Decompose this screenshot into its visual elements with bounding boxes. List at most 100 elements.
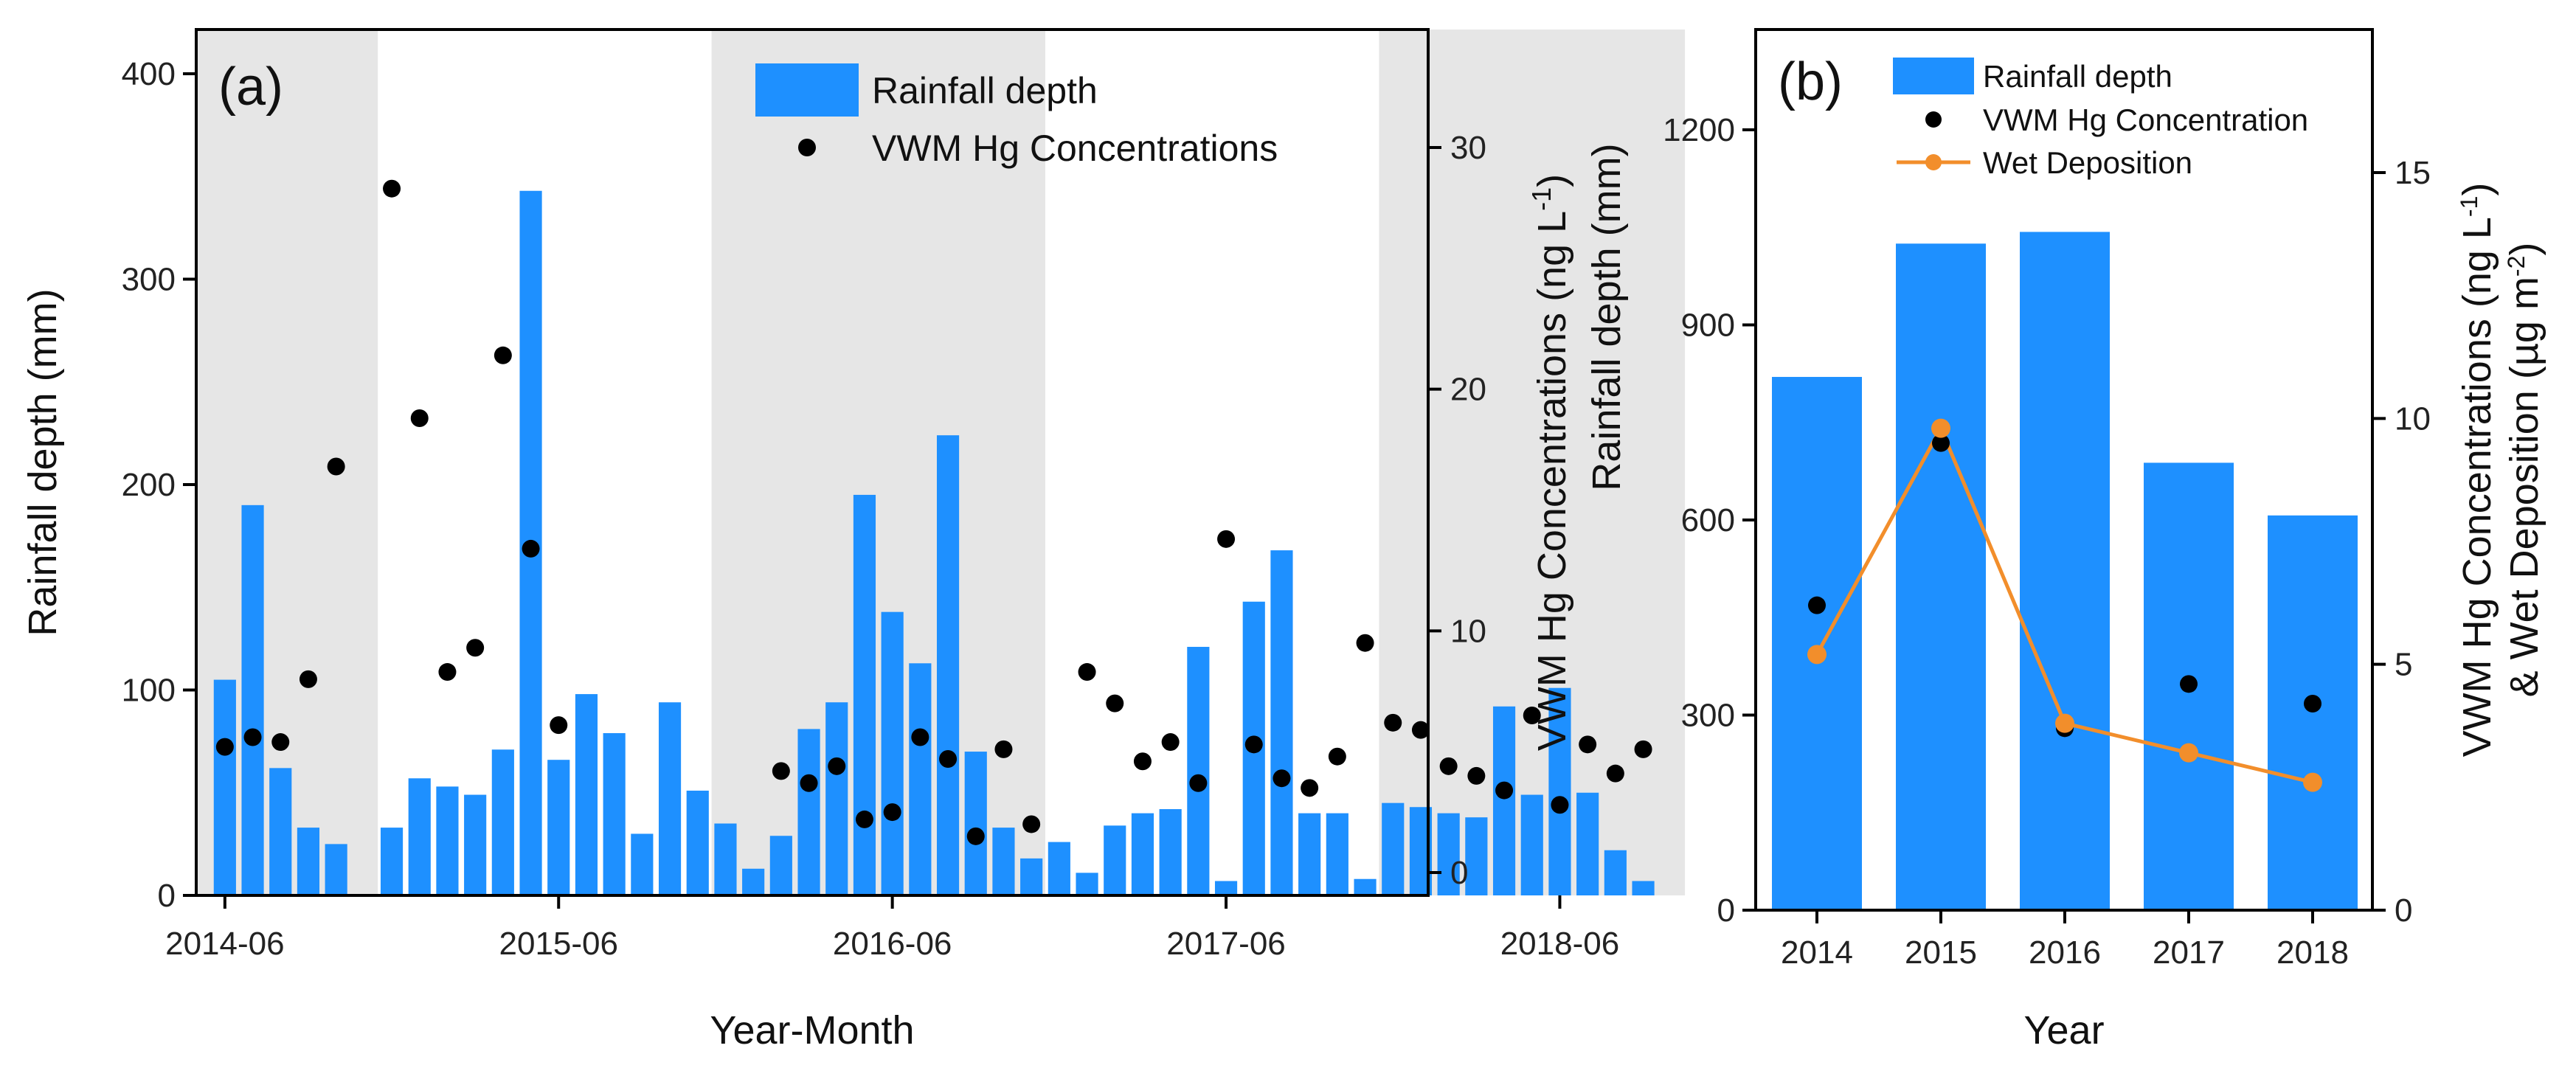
rainfall-bar [491, 749, 514, 895]
rainfall-bar [213, 679, 236, 895]
hg-dot [939, 749, 958, 768]
hg-dot [828, 757, 846, 775]
rainfall-bar [241, 504, 264, 895]
hg-dot [410, 409, 429, 427]
hg-dot [466, 639, 485, 657]
rainfall-bar [714, 823, 737, 895]
hg-dot [883, 803, 901, 822]
rainfall-bar [1354, 878, 1377, 895]
panel-b-y2-axis-title: VWM Hg Concentrations (ng L-1) [2455, 183, 2499, 757]
shaded-period [711, 30, 1045, 895]
rainfall-bar [1576, 792, 1599, 895]
hg-dot [1808, 596, 1826, 614]
hg-dot [994, 740, 1013, 758]
rainfall-bar [1896, 243, 1986, 911]
hg-dot [1217, 530, 1236, 548]
panel-a-label: (a) [218, 58, 283, 117]
x-tick-label: 2016 [2029, 934, 2101, 971]
y2-tick-label: 15 [2395, 155, 2431, 191]
rainfall-bar [603, 732, 626, 895]
hg-dot [1932, 434, 1950, 452]
y2-tick-label: 0 [1450, 855, 1468, 891]
hg-dot [1495, 781, 1514, 800]
panel-a-rainfall-bars [213, 190, 1655, 895]
legend-a-hg-label: VWM Hg Concentrations [872, 128, 1278, 169]
rainfall-bar [964, 752, 987, 895]
panel-a-x-axis-title: Year-Month [710, 1008, 914, 1053]
hg-dot [1244, 735, 1263, 754]
rainfall-bar [658, 702, 682, 895]
y2-tick-label: 20 [1450, 372, 1486, 408]
hg-dot [1384, 713, 1402, 732]
x-tick-label: 2014-06 [165, 926, 284, 962]
rainfall-bar [1298, 813, 1321, 895]
panel-b-y2-axis-title-line2: & Wet Deposition (µg m-2) [2502, 243, 2546, 698]
x-tick-label: 2015 [1905, 934, 1977, 971]
rainfall-bar [1076, 873, 1098, 895]
x-tick-label: 2016-06 [833, 926, 952, 962]
rainfall-bar [1131, 813, 1154, 895]
panel-b-wet-deposition-dots [1807, 418, 2322, 792]
x-tick-label: 2014 [1781, 934, 1853, 971]
hg-dot [494, 346, 512, 364]
legend-a-bar-swatch [755, 63, 859, 117]
rainfall-bar [575, 694, 598, 895]
hg-dot [1356, 634, 1374, 652]
x-tick-label: 2017 [2153, 934, 2225, 971]
hg-dot [966, 827, 985, 845]
hg-dot [800, 774, 818, 792]
hg-dot [299, 670, 317, 688]
legend-b-dot-marker [1925, 111, 1942, 128]
y2-tick-label: 0 [2395, 892, 2412, 929]
y2-tick-label: 30 [1450, 130, 1486, 166]
hg-dot [243, 728, 262, 746]
y2-tick-label: 5 [2395, 647, 2412, 683]
hg-dot [522, 539, 540, 558]
legend-b-rainfall-label: Rainfall depth [1983, 59, 2172, 94]
hg-dot [1467, 766, 1486, 785]
panel-b-label: (b) [1778, 52, 1843, 111]
legend-a-dot-marker [798, 139, 816, 156]
hg-dot [383, 179, 401, 198]
hg-dot [271, 733, 290, 752]
panel-b-legend: Rainfall depth VWM Hg Concentration Wet … [1893, 58, 2308, 180]
wet-deposition-dot [1807, 645, 1827, 665]
hg-dot [911, 728, 929, 746]
rainfall-bar [436, 786, 459, 895]
rainfall-bar [909, 663, 932, 895]
rainfall-bar [1326, 813, 1348, 895]
rainfall-bar [2268, 515, 2358, 910]
hg-dot [855, 810, 873, 828]
hg-dot [1133, 752, 1152, 771]
hg-dot [550, 716, 568, 735]
legend-b-hg-label: VWM Hg Concentration [1983, 103, 2308, 137]
panel-b-x-axis: 2014 2015 2016 2017 2018 [1781, 910, 2349, 971]
y-tick-label: 200 [122, 467, 176, 503]
y2-tick-label: 10 [2395, 400, 2431, 437]
y-tick-label: 400 [122, 56, 176, 92]
hg-dot [1273, 769, 1291, 788]
hg-dot [1551, 796, 1569, 814]
rainfall-bar [325, 844, 347, 895]
legend-b-bar-swatch [1893, 58, 1974, 94]
rainfall-bar [1187, 647, 1210, 895]
rainfall-bar [1548, 687, 1571, 895]
rainfall-bar [1214, 881, 1238, 895]
wet-deposition-dot [2303, 772, 2322, 792]
y-tick-label: 100 [122, 673, 176, 709]
hg-dot [1634, 740, 1652, 758]
rainfall-bar [881, 611, 904, 895]
x-tick-label: 2018 [2276, 934, 2349, 971]
rainfall-bar [1465, 817, 1488, 895]
y-tick-label: 900 [1681, 308, 1735, 344]
y-tick-label: 0 [158, 878, 176, 914]
y-tick-label: 300 [122, 262, 176, 298]
panel-b-rainfall-bars [1772, 232, 2358, 911]
hg-dot [1022, 815, 1041, 833]
rainfall-bar [797, 729, 820, 895]
rainfall-bar [547, 760, 570, 895]
panel-a-y2-axis-title: VWM Hg Concentrations (ng L-1) [1526, 174, 1574, 751]
hg-dot [1328, 747, 1346, 766]
